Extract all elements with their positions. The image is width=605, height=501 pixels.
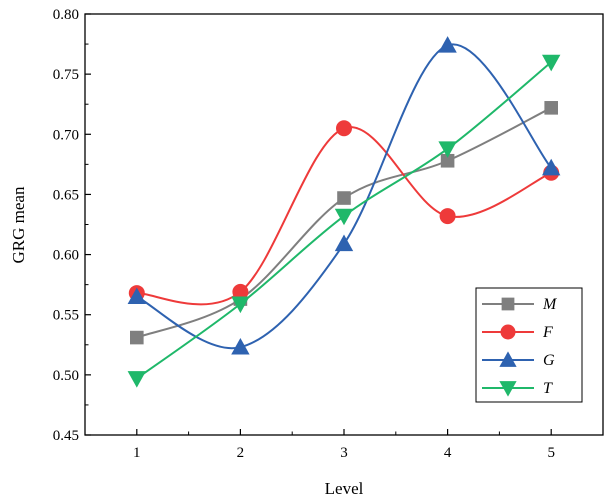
data-point-G — [438, 36, 457, 53]
legend-marker-G — [499, 351, 517, 367]
legend-marker-M — [501, 297, 515, 311]
data-point-G — [334, 234, 354, 252]
series-markers — [127, 36, 561, 388]
legend-marker-F — [500, 324, 516, 340]
data-point-T — [542, 54, 561, 72]
legend-label-T: T — [543, 380, 553, 397]
data-point-F — [232, 283, 249, 300]
x-tick-label: 4 — [444, 445, 452, 461]
data-point-T — [127, 371, 146, 388]
legend-marker-T — [499, 381, 517, 397]
legend-box — [475, 287, 583, 403]
x-tick-label: 5 — [547, 445, 555, 461]
y-tick-label: 0.75 — [53, 67, 79, 83]
y-tick-label: 0.80 — [53, 7, 79, 23]
data-point-G — [542, 158, 561, 176]
data-point-F — [439, 208, 456, 225]
data-point-M — [337, 191, 351, 205]
y-tick-label: 0.70 — [53, 127, 79, 143]
legend-label-G: G — [543, 352, 555, 369]
data-point-G — [127, 287, 146, 305]
x-tick-label: 2 — [237, 445, 245, 461]
data-point-F — [336, 120, 352, 137]
legend-label-F: F — [542, 324, 553, 341]
x-axis-label: Level — [325, 479, 364, 498]
data-point-M — [440, 153, 455, 168]
y-axis-label: GRG mean — [9, 186, 28, 263]
y-tick-label: 0.55 — [53, 308, 79, 324]
y-tick-label: 0.50 — [53, 368, 79, 384]
data-point-T — [231, 296, 250, 314]
legend-label-M: M — [542, 296, 558, 313]
data-point-T — [438, 141, 457, 158]
data-point-G — [231, 337, 250, 355]
data-point-M — [544, 101, 558, 115]
x-tick-label: 3 — [340, 445, 348, 461]
x-tick-label: 1 — [133, 445, 141, 461]
y-tick-label: 0.45 — [53, 428, 79, 444]
y-tick-label: 0.65 — [53, 187, 79, 203]
plot-frame — [84, 13, 604, 436]
data-point-T — [334, 208, 354, 226]
series-line-G — [136, 43, 552, 350]
tick-labels: 0.45 0.50 0.55 0.60 0.65 0.70 0.75 0.80 1 2 3 4 5 — [53, 7, 555, 461]
data-point-M — [130, 330, 144, 345]
y-tick-label: 0.60 — [53, 248, 79, 264]
